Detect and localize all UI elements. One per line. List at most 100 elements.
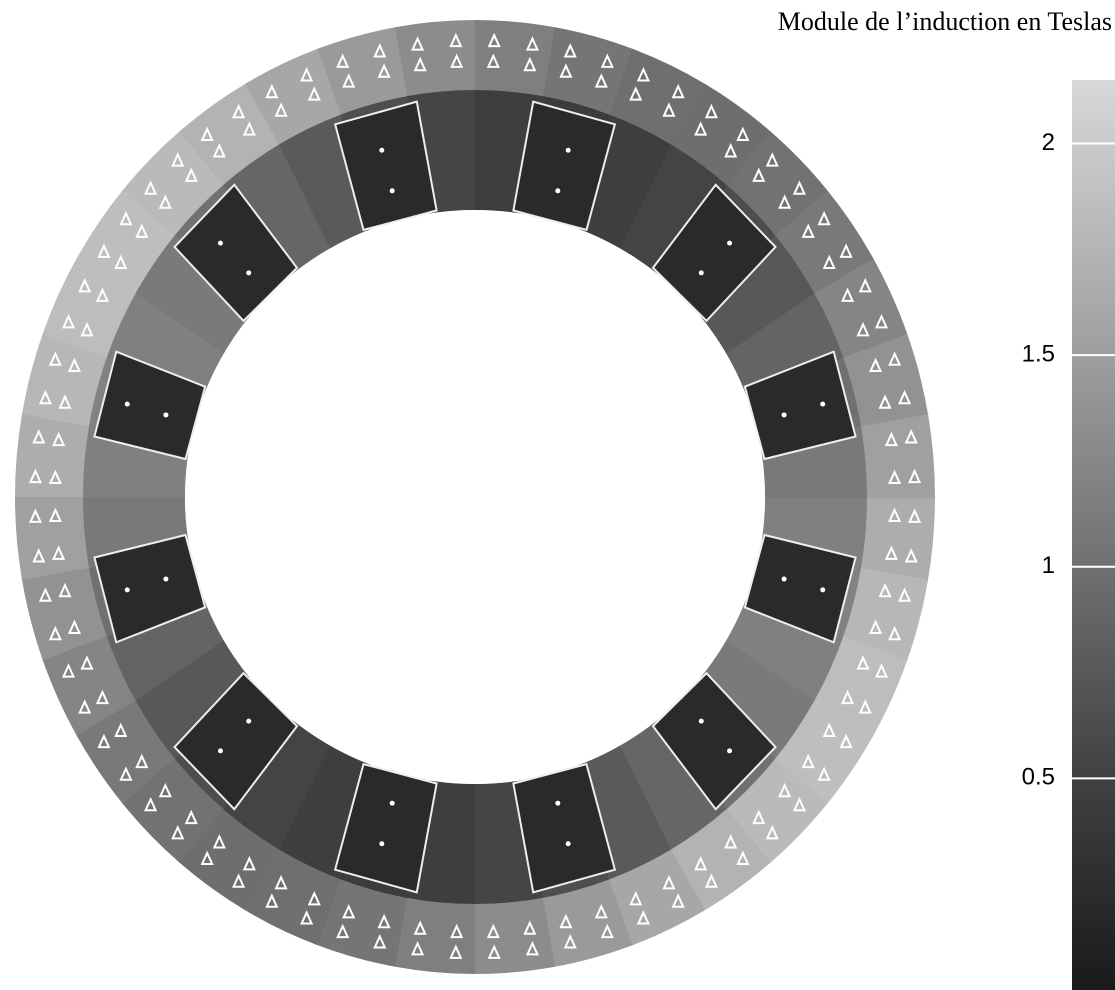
tick-label: 0.5	[1022, 764, 1055, 791]
flux-arrow	[450, 923, 464, 939]
slot	[512, 762, 617, 894]
flux-arrow	[242, 855, 256, 871]
flux-arrow	[413, 920, 427, 935]
tick-label: 2	[1042, 129, 1055, 156]
colorbar-title: Module de l’induction en Teslas	[778, 7, 1112, 36]
slot	[651, 671, 777, 811]
slot-dot	[565, 841, 571, 847]
flux-arrow	[884, 431, 898, 447]
inner-yoke	[106, 292, 225, 399]
flux-arrow	[32, 548, 46, 563]
slot	[93, 350, 207, 461]
slot-dot	[727, 748, 733, 754]
flux-arrow	[80, 655, 94, 670]
flux-arrow	[559, 63, 573, 78]
flux-arrow	[525, 36, 539, 51]
flux-arrow	[265, 893, 279, 908]
inner-yoke	[277, 745, 376, 880]
slot	[743, 533, 857, 644]
slot-dot	[246, 718, 252, 724]
flux-arrow	[336, 923, 350, 939]
inner-yoke	[135, 234, 254, 354]
flux-arrow	[486, 53, 500, 68]
flux-arrow	[792, 180, 806, 195]
flux-arrow	[898, 389, 912, 405]
flux-arrow	[28, 508, 42, 523]
flux-arrow	[704, 873, 718, 888]
inner-yoke	[725, 595, 844, 702]
flux-arrow	[52, 431, 66, 447]
slot-dot	[820, 401, 826, 407]
inner-yoke	[134, 639, 253, 759]
outer-yoke	[841, 567, 929, 662]
outer-yoke	[245, 48, 343, 147]
flux-arrow	[736, 126, 750, 142]
slot	[512, 100, 617, 232]
outer-yoke	[393, 895, 475, 974]
slot-dot	[217, 240, 223, 246]
flux-arrow	[232, 103, 246, 119]
inner-yoke	[620, 144, 728, 278]
flux-arrow	[671, 83, 685, 99]
inner-yoke	[574, 114, 673, 249]
flux-arrow	[78, 277, 92, 293]
flux-arrow	[48, 351, 62, 366]
flux-arrow	[158, 782, 172, 798]
flux-arrow	[78, 699, 92, 714]
flux-arrow	[373, 43, 387, 58]
outer-yoke	[317, 27, 409, 117]
flux-arrow	[342, 903, 356, 919]
flux-arrow	[904, 429, 918, 444]
flux-arrow	[48, 507, 62, 522]
flux-arrow	[232, 873, 246, 888]
flux-arrow	[80, 321, 94, 337]
flux-arrow	[874, 313, 889, 329]
flux-arrow	[563, 934, 577, 949]
flux-arrow	[67, 619, 81, 634]
flux-arrow	[792, 796, 806, 812]
tick-label: 1.5	[1022, 340, 1055, 367]
flux-arrow	[694, 855, 708, 871]
stator-ring	[15, 19, 935, 975]
flux-arrow	[563, 43, 577, 58]
slot-dot	[379, 841, 385, 847]
flux-arrow	[874, 663, 889, 678]
flux-arrow	[888, 469, 902, 485]
outer-yoke	[395, 19, 477, 99]
slot-dot	[727, 240, 733, 246]
slot	[333, 762, 438, 894]
inner-yoke	[223, 143, 331, 278]
slot	[743, 350, 857, 461]
flux-arrow	[61, 313, 76, 329]
outer-yoke	[858, 497, 935, 582]
flux-arrow	[671, 893, 685, 908]
flux-arrow	[119, 210, 133, 226]
slot-dot	[781, 412, 787, 418]
flux-arrow	[898, 587, 912, 602]
outer-yoke	[243, 847, 342, 946]
flux-arrow	[724, 143, 738, 158]
flux-arrow	[801, 753, 815, 769]
flux-arrow	[135, 753, 149, 769]
outer-yoke	[812, 635, 908, 737]
flux-arrow	[171, 824, 185, 840]
colorbar-ticks: 0.5 1 1.5 2	[1022, 129, 1115, 791]
outer-yoke	[42, 257, 138, 359]
flux-arrow	[212, 834, 226, 849]
flux-arrow	[38, 389, 52, 405]
flux-arrow	[840, 287, 855, 302]
flux-arrow	[450, 53, 464, 68]
flux-arrow	[274, 102, 288, 117]
slot-dot	[389, 188, 395, 194]
flux-arrow	[884, 545, 898, 560]
flux-arrow	[523, 56, 537, 72]
outer-yoke	[316, 877, 408, 967]
flux-arrow	[817, 210, 831, 226]
flux-arrow	[28, 468, 42, 484]
flux-arrow	[300, 67, 314, 82]
flux-arrow	[662, 874, 676, 890]
flux-arrow	[487, 944, 501, 959]
flux-arrow	[778, 194, 792, 209]
slot	[173, 183, 299, 323]
